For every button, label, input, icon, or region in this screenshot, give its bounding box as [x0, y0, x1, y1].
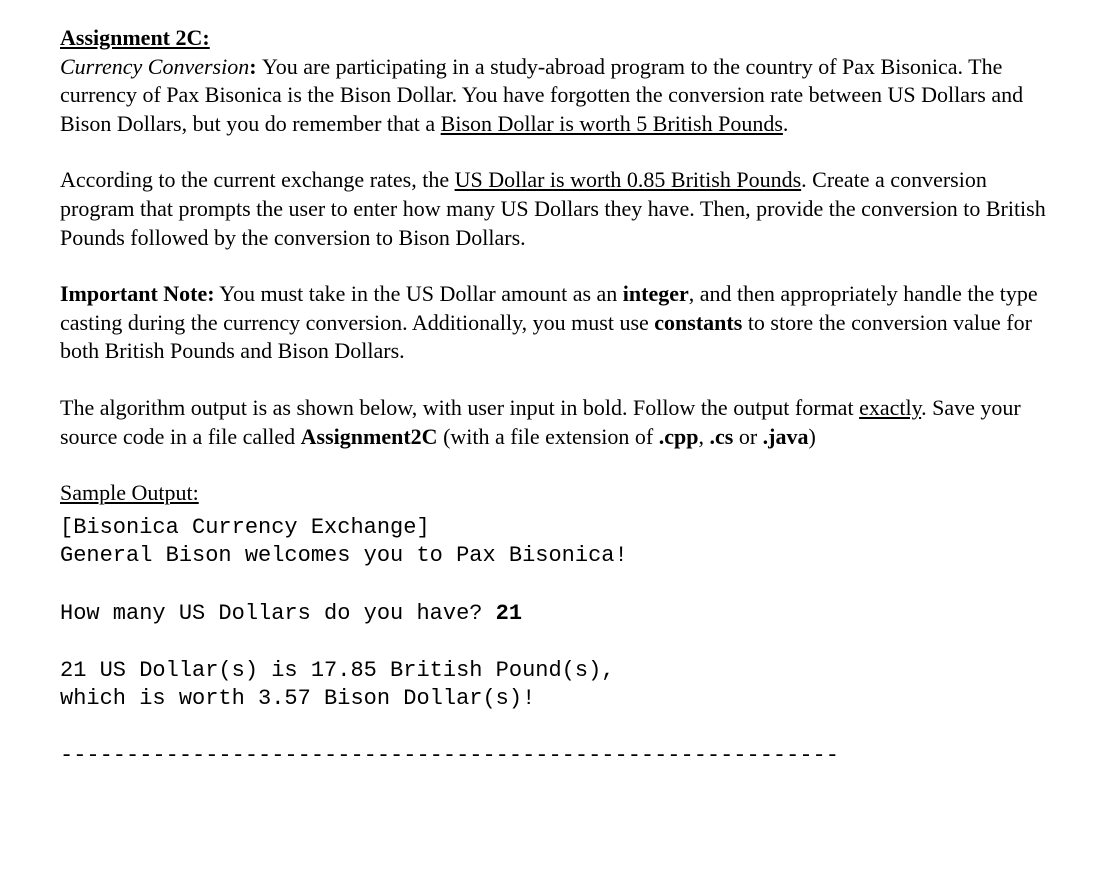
- p4-under1: exactly: [859, 395, 921, 420]
- sample-output-block: [Bisonica Currency Exchange] General Bis…: [60, 514, 1060, 714]
- sample-line-3: How many US Dollars do you have? 21: [60, 600, 1060, 629]
- p4-bold4: .java: [763, 424, 809, 449]
- sample-line-5: which is worth 3.57 Bison Dollar(s)!: [60, 685, 1060, 714]
- sample-user-input: 21: [496, 601, 522, 626]
- document: Assignment 2C: Currency Conversion: You …: [60, 24, 1060, 770]
- p1-underline: Bison Dollar is worth 5 British Pounds: [441, 111, 783, 136]
- lead-term: Currency Conversion: [60, 54, 249, 79]
- paragraph-intro: Currency Conversion: You are participati…: [60, 53, 1060, 139]
- p4-bold3: .cs: [710, 424, 734, 449]
- assignment-title: Assignment 2C:: [60, 24, 1060, 53]
- sample-blank-2: [60, 628, 1060, 657]
- paragraph-rates: According to the current exchange rates,…: [60, 166, 1060, 252]
- divider-line: ----------------------------------------…: [60, 742, 1060, 771]
- p4-bold1: Assignment2C: [301, 424, 438, 449]
- p3-bold1: Important Note:: [60, 281, 215, 306]
- p4-text4: ,: [699, 424, 710, 449]
- p2-text1: According to the current exchange rates,…: [60, 167, 455, 192]
- sample-line-1: [Bisonica Currency Exchange]: [60, 514, 1060, 543]
- p4-text5: or: [733, 424, 762, 449]
- p4-text6: ): [808, 424, 815, 449]
- sample-line-4: 21 US Dollar(s) is 17.85 British Pound(s…: [60, 657, 1060, 686]
- lead-colon: :: [249, 54, 262, 79]
- sample-blank-1: [60, 571, 1060, 600]
- paragraph-format: The algorithm output is as shown below, …: [60, 394, 1060, 451]
- p3-bold2: integer: [623, 281, 689, 306]
- p4-bold2: .cpp: [659, 424, 699, 449]
- p2-underline: US Dollar is worth 0.85 British Pounds: [455, 167, 802, 192]
- p4-text3: (with a file extension of: [438, 424, 659, 449]
- p1-text2: .: [783, 111, 789, 136]
- sample-prompt: How many US Dollars do you have?: [60, 601, 496, 626]
- p4-text1: The algorithm output is as shown below, …: [60, 395, 859, 420]
- p3-text1: You must take in the US Dollar amount as…: [215, 281, 623, 306]
- sample-line-2: General Bison welcomes you to Pax Bisoni…: [60, 542, 1060, 571]
- paragraph-important: Important Note: You must take in the US …: [60, 280, 1060, 366]
- sample-output-label: Sample Output:: [60, 479, 1060, 508]
- p3-bold3: constants: [654, 310, 742, 335]
